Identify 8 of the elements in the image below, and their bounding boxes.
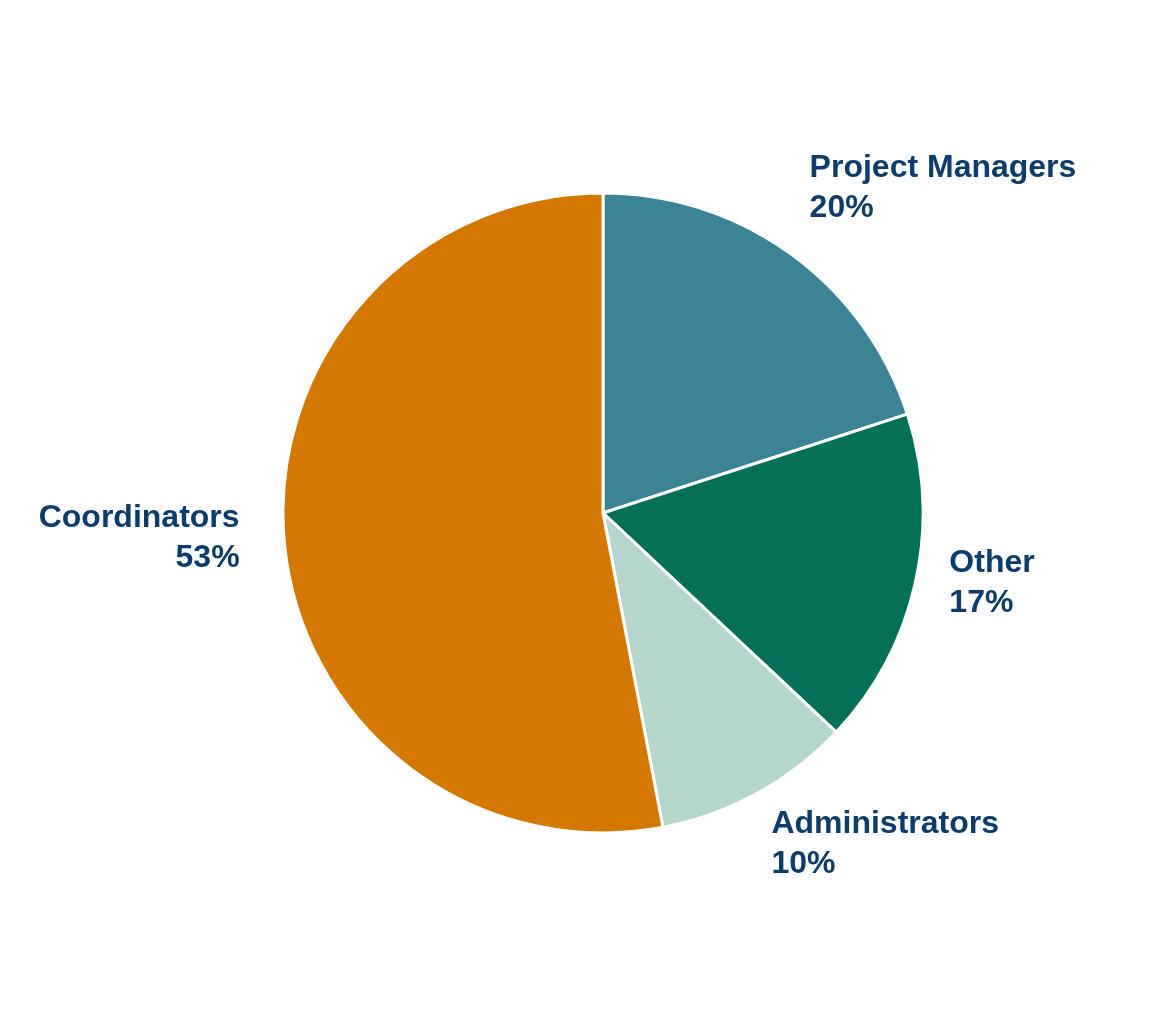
data-label: 17% bbox=[949, 582, 1014, 619]
slice-label: Other bbox=[949, 542, 1035, 579]
data-label: 10% bbox=[771, 844, 836, 881]
data-label: 53% bbox=[175, 537, 240, 574]
slice-label: Coordinators bbox=[38, 497, 240, 534]
slice-label: Administrators bbox=[771, 804, 1000, 841]
data-label: 20% bbox=[809, 187, 874, 224]
slice-label: Project Managers bbox=[809, 147, 1077, 184]
